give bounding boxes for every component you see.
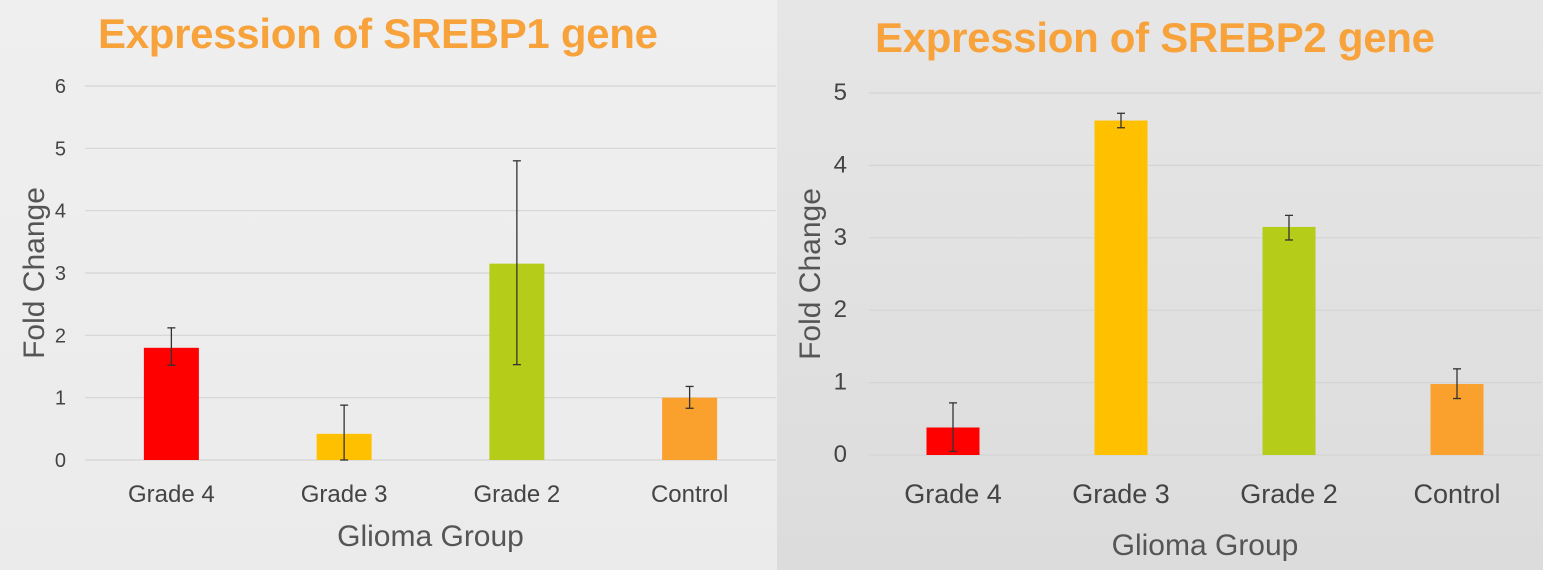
x-category-label: Grade 3 [1072, 479, 1170, 509]
y-tick-label: 1 [834, 369, 847, 396]
y-tick-label: 4 [55, 201, 66, 223]
y-tick-label: 6 [55, 76, 66, 98]
y-tick-label: 4 [834, 151, 847, 178]
y-tick-label: 3 [834, 224, 847, 251]
srebp1-chart-panel: Expression of SREBP1 gene 0 1 2 3 4 5 6 Grade 4… [0, 0, 777, 570]
y-tick-label: 3 [55, 263, 66, 285]
x-axis-title: Glioma Group [1112, 529, 1299, 562]
x-axis-title: Glioma Group [337, 520, 524, 553]
bar [1262, 226, 1316, 455]
srebp2-chart-panel: Expression of SREBP2 gene 0 1 2 3 4 5 Grade 4 G… [777, 0, 1543, 570]
y-tick-label: 2 [55, 325, 66, 347]
bar [1094, 120, 1148, 456]
srebp1-bar-chart: 0 1 2 3 4 5 6 Grade 4 Grade 3 Grade 2 Control Gliom… [18, 76, 776, 553]
y-tick-label: 5 [55, 138, 66, 160]
y-tick-label: 5 [834, 79, 847, 106]
x-category-label: Grade 2 [474, 481, 561, 508]
srebp2-bar-chart: 0 1 2 3 4 5 Grade 4 Grade 3 Grade 2 Control Glioma… [794, 79, 1541, 562]
x-category-label: Control [1413, 479, 1500, 509]
x-category-label: Grade 4 [904, 479, 1002, 509]
x-category-label: Grade 3 [301, 481, 388, 508]
chart-title: Expression of SREBP1 gene [98, 10, 658, 57]
x-category-label: Grade 2 [1240, 479, 1338, 509]
y-tick-label: 2 [834, 296, 847, 323]
y-tick-label: 0 [834, 441, 847, 468]
y-tick-label: 1 [55, 388, 66, 410]
bar [143, 347, 199, 460]
chart-title: Expression of SREBP2 gene [875, 14, 1435, 61]
y-axis-title: Fold Change [794, 188, 827, 360]
x-category-label: Grade 4 [128, 481, 215, 508]
y-axis-title: Fold Change [18, 187, 51, 359]
x-category-label: Control [651, 481, 728, 508]
y-tick-label: 0 [55, 450, 66, 472]
